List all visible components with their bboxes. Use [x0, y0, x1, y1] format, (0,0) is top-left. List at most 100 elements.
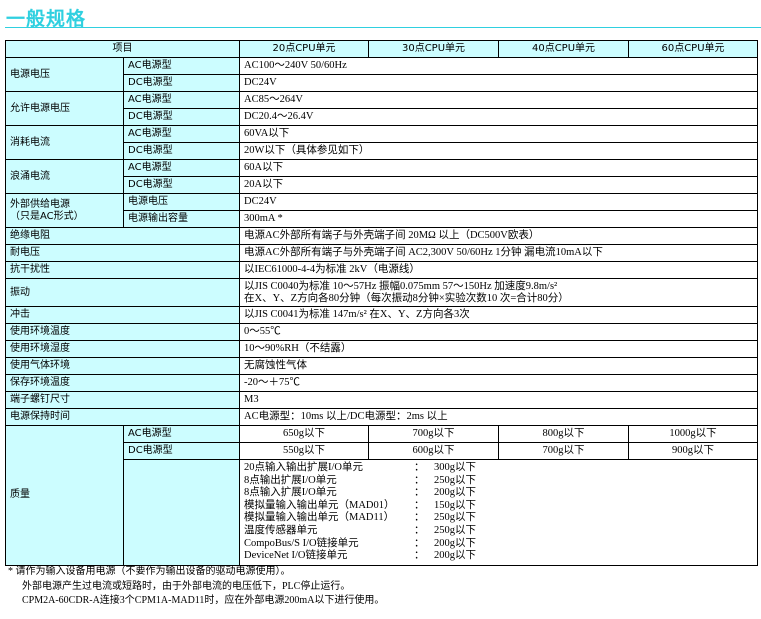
row-label: 振动 [5, 278, 240, 307]
unit-value: 300g以下 [434, 462, 476, 473]
cell-value: DC24V [239, 74, 758, 92]
cell-value: 550g以下 [239, 442, 369, 460]
separator: ： [414, 462, 425, 473]
row-label: 浪涌电流 [5, 159, 124, 194]
row-label: 外部供给电源 （只是AC形式） [5, 193, 124, 228]
table-row: DC电源型 20W以下（具体参见如下） [6, 142, 758, 160]
value-line: 以JIS C0040为标准 10～57Hz 振幅0.075mm 57～150Hz… [244, 280, 558, 292]
sub-label: AC电源型 [123, 425, 240, 443]
footnote: * 请作为输入设备用电源（不要作为输出设备的驱动电源使用）。 [8, 566, 291, 577]
table-row: DC电源型 DC20.4～26.4V [6, 108, 758, 126]
footnote: 外部电源产生过电流或短路时，由于外部电流的电压低下，PLC停止运行。 [22, 580, 351, 592]
table-row: 抗干扰性 以IEC61000-4-4为标准 2kV（电源线） [5, 261, 758, 279]
label-line: 外部供给电源 [10, 198, 70, 210]
sub-label: DC电源型 [123, 442, 240, 460]
cell-value: 以JIS C0041为标准 147m/s² 在X、Y、Z方向各3次 [239, 306, 758, 324]
table-row: 端子螺钉尺寸 M3 [5, 391, 758, 409]
cell-value: 60VA以下 [239, 125, 758, 143]
row-label: 端子螺钉尺寸 [5, 391, 240, 409]
table-row: 外部供给电源 （只是AC形式） 电源电压 DC24V [5, 193, 758, 228]
header-item: 项目 [5, 40, 240, 58]
row-label: 使用气体环境 [5, 357, 240, 375]
unit-value: 200g以下 [434, 537, 476, 549]
sub-label: 电源电压 [123, 193, 240, 211]
expansion-mass-list: 20点输入输出扩展I/O单元 ： 300g以下 8点输出扩展I/O单元 ： 250g以下 8… [239, 459, 758, 566]
header-60pt: 60点CPU单元 [628, 40, 758, 58]
sub-label: AC电源型 [123, 159, 240, 177]
unit-name: CompoBus/S I/O链接单元 [244, 537, 359, 549]
cell-value: 20W以下（具体参见如下） [239, 142, 758, 160]
cell-value: AC85～264V [239, 91, 758, 109]
table-row: 电源输出容量 300mA * [6, 210, 758, 228]
table-row: 质量 AC电源型 650g以下 700g以下 800g以下 1000g以下 [5, 425, 758, 566]
unit-name: 模拟量输入输出单元（MAD11） [244, 512, 395, 524]
cell-value: 900g以下 [628, 442, 758, 460]
cell-value: DC20.4～26.4V [239, 108, 758, 126]
row-label: 电源保持时间 [5, 408, 240, 426]
footnotes: * 请作为输入设备用电源（不要作为输出设备的驱动电源使用）。 外部电源产生过电流… [8, 565, 384, 609]
table-row: 耐电压 电源AC外部所有端子与外壳端子间 AC2,300V 50/60Hz 1分钟… [5, 244, 758, 262]
sub-label: DC电源型 [123, 74, 240, 92]
cell-value: M3 [239, 391, 758, 409]
table-row: 电源电压 AC电源型 AC100～240V 50/60Hz [5, 57, 758, 92]
cell-value: 以IEC61000-4-4为标准 2kV（电源线） [239, 261, 758, 279]
row-label: 保存环境温度 [5, 374, 240, 392]
cell-value: 电源AC外部所有端子与外壳端子间 AC2,300V 50/60Hz 1分钟 漏电… [239, 244, 758, 262]
cell-value: 300mA * [239, 210, 758, 228]
row-label: 使用环境湿度 [5, 340, 240, 358]
unit-value: 250g以下 [434, 474, 476, 486]
blank-cell [123, 459, 240, 566]
cell-value: 700g以下 [498, 442, 629, 460]
row-label: 电源电压 [5, 57, 124, 92]
sub-label: DC电源型 [123, 142, 240, 160]
row-label: 允许电源电压 [5, 91, 124, 126]
row-label: 使用环境温度 [5, 323, 240, 341]
cell-value: 以JIS C0040为标准 10～57Hz 振幅0.075mm 57～150Hz… [239, 278, 758, 307]
separator: ： [414, 499, 425, 511]
header-30pt: 30点CPU单元 [368, 40, 499, 58]
separator: ： [414, 550, 425, 562]
page-title: 一般规格 [6, 8, 87, 30]
cell-value: -20～＋75℃ [239, 374, 758, 392]
cell-value: 650g以下 [239, 425, 369, 443]
cell-value: 800g以下 [498, 425, 629, 443]
unit-name: 温度传感器单元 [244, 524, 318, 536]
table-row: DC电源型 DC24V [6, 74, 758, 92]
sub-label: AC电源型 [123, 91, 240, 109]
row-label: 绝缘电阻 [5, 227, 240, 245]
table-row: 电源保持时间 AC电源型：10ms 以上/DC电源型：2ms 以上 [5, 408, 758, 426]
separator: ： [414, 537, 425, 549]
unit-name: DeviceNet I/O链接单元 [244, 550, 348, 562]
table-row: 消耗电流 AC电源型 60VA以下 [5, 125, 758, 160]
table-row: 允许电源电压 AC电源型 AC85～264V [5, 91, 758, 126]
title-divider [5, 27, 761, 28]
table-row: DC电源型 20A以下 [6, 176, 758, 194]
separator: ： [414, 474, 425, 486]
cell-value: AC100～240V 50/60Hz [239, 57, 758, 75]
row-label: 抗干扰性 [5, 261, 240, 279]
table-row: DC电源型 550g以下 600g以下 700g以下 900g以下 [6, 442, 758, 460]
header-row: 项目 20点CPU单元 30点CPU单元 40点CPU单元 60点CPU单元 [5, 40, 758, 58]
header-40pt: 40点CPU单元 [498, 40, 629, 58]
footnote: CPM2A-60CDR-A连接3个CPM1A-MAD11时，应在外部电源200m… [22, 595, 385, 606]
cell-value: 600g以下 [368, 442, 499, 460]
cell-value: 700g以下 [368, 425, 499, 443]
table-row: 保存环境温度 -20～＋75℃ [5, 374, 758, 392]
sub-label: DC电源型 [123, 108, 240, 126]
cell-value: 60A以下 [239, 159, 758, 177]
table-row: 使用气体环境 无腐蚀性气体 [5, 357, 758, 375]
cell-value: 10～90%RH（不结露） [239, 340, 758, 358]
table-row: 浪涌电流 AC电源型 60A以下 [5, 159, 758, 194]
label-line: （只是AC形式） [10, 210, 84, 222]
cell-value: 0～55℃ [239, 323, 758, 341]
sub-label: AC电源型 [123, 57, 240, 75]
row-label: 质量 [5, 425, 124, 566]
row-label: 冲击 [5, 306, 240, 324]
unit-name: 8点输入扩展I/O单元 [244, 487, 337, 499]
row-label: 消耗电流 [5, 125, 124, 160]
unit-value: 200g以下 [434, 487, 476, 499]
unit-name: 20点输入输出扩展I/O单元 [244, 462, 363, 473]
value-line: 在X、Y、Z方向各80分钟（每次振动8分钟×实验次数10 次=合计80分） [244, 292, 569, 304]
unit-value: 200g以下 [434, 550, 476, 562]
table-row: 振动 以JIS C0040为标准 10～57Hz 振幅0.075mm 57～150… [5, 278, 758, 307]
